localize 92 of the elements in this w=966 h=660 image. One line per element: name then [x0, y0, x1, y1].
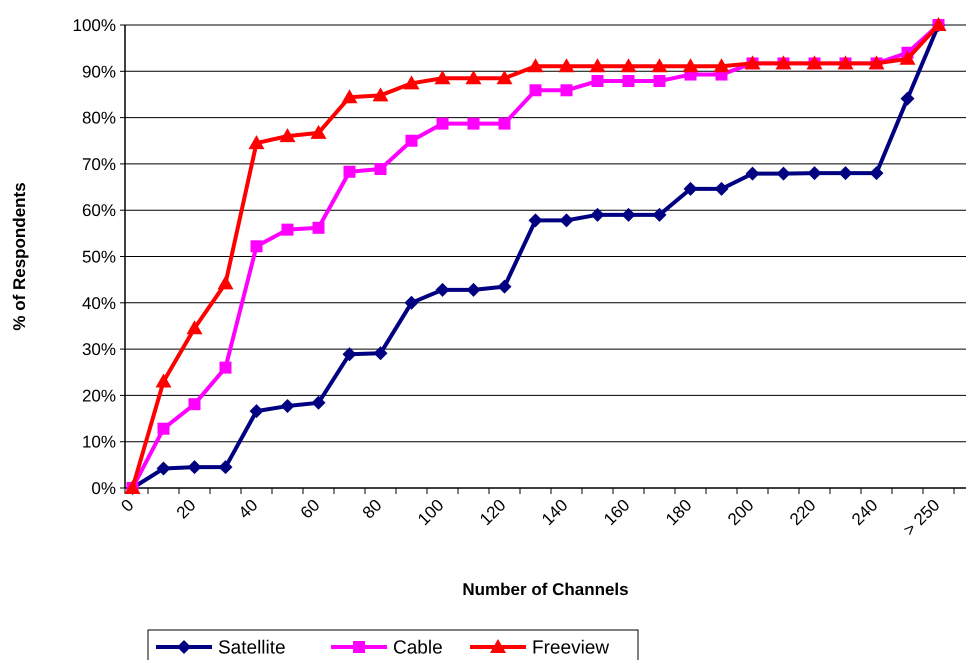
point — [248, 135, 264, 150]
point — [652, 58, 668, 72]
point — [870, 166, 884, 180]
point — [374, 346, 388, 360]
point — [156, 374, 172, 388]
x-tick-label: 140 — [538, 496, 572, 530]
legend-label: Cable — [393, 638, 443, 659]
point — [188, 460, 202, 474]
point — [404, 75, 420, 90]
y-tick-label: 50% — [82, 247, 116, 266]
y-tick-label: 20% — [82, 386, 116, 406]
point — [652, 208, 666, 222]
x-tick-label: 160 — [600, 496, 634, 530]
point — [312, 396, 326, 410]
point — [468, 118, 480, 130]
point — [282, 224, 294, 236]
point — [310, 124, 326, 139]
point — [188, 398, 200, 410]
point — [342, 347, 356, 362]
point — [714, 58, 730, 72]
point — [280, 128, 296, 142]
point — [590, 208, 604, 222]
point — [374, 162, 386, 175]
point — [158, 422, 170, 435]
x-tick-label: 20 — [172, 496, 200, 522]
x-tick-label: 180 — [662, 496, 696, 530]
point — [436, 282, 450, 297]
point — [344, 166, 356, 178]
y-tick-label: 100% — [72, 16, 116, 35]
point — [250, 240, 262, 252]
point — [530, 84, 542, 96]
x-tick-label: 0 — [117, 496, 138, 516]
x-tick-label: 220 — [786, 496, 820, 530]
point — [560, 213, 574, 228]
point — [900, 50, 916, 65]
x-tick-label: 100 — [414, 496, 448, 530]
point — [560, 84, 572, 96]
point — [590, 58, 606, 72]
x-tick-label: 240 — [848, 496, 882, 530]
point — [776, 166, 790, 181]
y-tick-label: 80% — [82, 108, 116, 128]
point — [156, 462, 170, 476]
point — [592, 75, 604, 88]
point — [466, 70, 482, 84]
point — [838, 166, 852, 180]
point — [808, 166, 822, 180]
point — [220, 362, 232, 374]
point — [622, 208, 636, 222]
point — [528, 213, 542, 228]
x-tick-label: 200 — [724, 496, 758, 530]
point — [312, 222, 324, 234]
legend-label: Satellite — [218, 638, 286, 659]
y-tick-label: 40% — [82, 294, 116, 313]
point — [498, 118, 510, 130]
point — [900, 92, 914, 106]
point — [682, 58, 698, 72]
point — [434, 70, 450, 84]
x-tick-label: 120 — [476, 496, 510, 530]
point — [372, 87, 388, 102]
point — [218, 460, 232, 474]
x-tick-label: 60 — [296, 496, 324, 522]
point — [498, 280, 512, 294]
point — [406, 134, 418, 147]
point — [528, 58, 544, 72]
y-axis-title: % of Respondents — [10, 182, 29, 331]
point — [280, 399, 294, 414]
point — [654, 75, 666, 88]
x-axis-title: Number of Channels — [462, 580, 629, 599]
x-tick-label: 40 — [234, 496, 262, 522]
x-tick-label: 80 — [358, 496, 386, 522]
legend-label: Freeview — [532, 638, 610, 659]
point — [622, 75, 634, 88]
point — [404, 296, 418, 310]
point — [620, 58, 636, 72]
y-tick-label: 30% — [82, 340, 116, 360]
point — [466, 282, 480, 297]
point — [558, 58, 574, 72]
y-tick-label: 0% — [91, 478, 116, 498]
point — [342, 89, 358, 104]
y-tick-label: 70% — [82, 154, 116, 174]
point — [714, 182, 728, 196]
x-tick-label: > 250 — [900, 496, 944, 540]
point — [746, 166, 760, 181]
point — [218, 275, 234, 290]
point — [496, 70, 512, 84]
point — [684, 182, 698, 196]
point — [436, 118, 448, 130]
y-tick-label: 90% — [82, 62, 116, 82]
point — [250, 404, 264, 418]
y-tick-label: 60% — [82, 201, 116, 220]
y-tick-label: 10% — [82, 432, 116, 452]
point — [186, 320, 202, 334]
